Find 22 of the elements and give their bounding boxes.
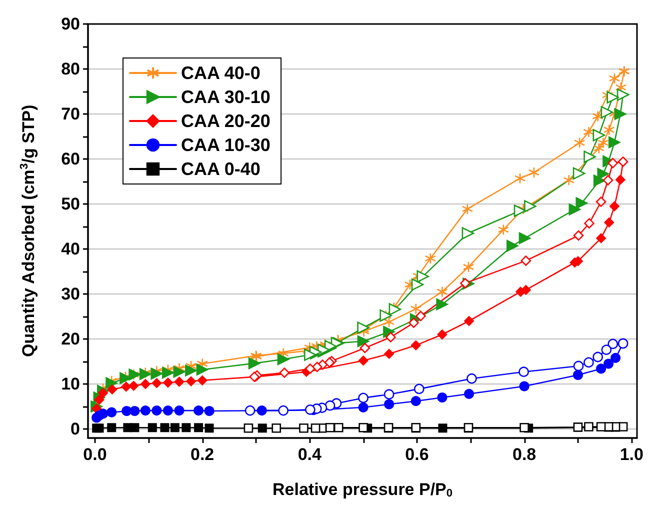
y-tick-label: 20 — [61, 330, 80, 348]
y-tick-label: 80 — [61, 60, 80, 78]
legend-label: CAA 10-30 — [181, 135, 270, 155]
x-tick-label: 0.4 — [298, 445, 322, 464]
legend-label: CAA 40-0 — [181, 63, 260, 83]
y-tick-label: 40 — [61, 240, 80, 258]
y-tick-label: 0 — [70, 420, 80, 438]
legend-label: CAA 20-20 — [181, 111, 270, 131]
x-tick-label: 0.2 — [190, 445, 214, 464]
x-tick-label: 1.0 — [620, 445, 644, 464]
x-tick-label: 0.6 — [405, 445, 429, 464]
y-tick-label: 30 — [61, 284, 80, 304]
y-tick-label: 90 — [61, 14, 80, 34]
x-tick-label: 0.8 — [512, 445, 536, 464]
y-tick-label: 50 — [61, 194, 80, 214]
y-tick-label: 60 — [61, 150, 80, 168]
legend-label: CAA 0-40 — [181, 159, 260, 179]
y-tick-label: 10 — [61, 374, 80, 394]
x-tick-label: 0.0 — [83, 445, 107, 464]
y-axis-title: Quantity Adsorbed (cm3/g STP) — [18, 104, 38, 358]
legend-label: CAA 30-10 — [181, 87, 270, 107]
y-tick-label: 70 — [61, 104, 80, 124]
